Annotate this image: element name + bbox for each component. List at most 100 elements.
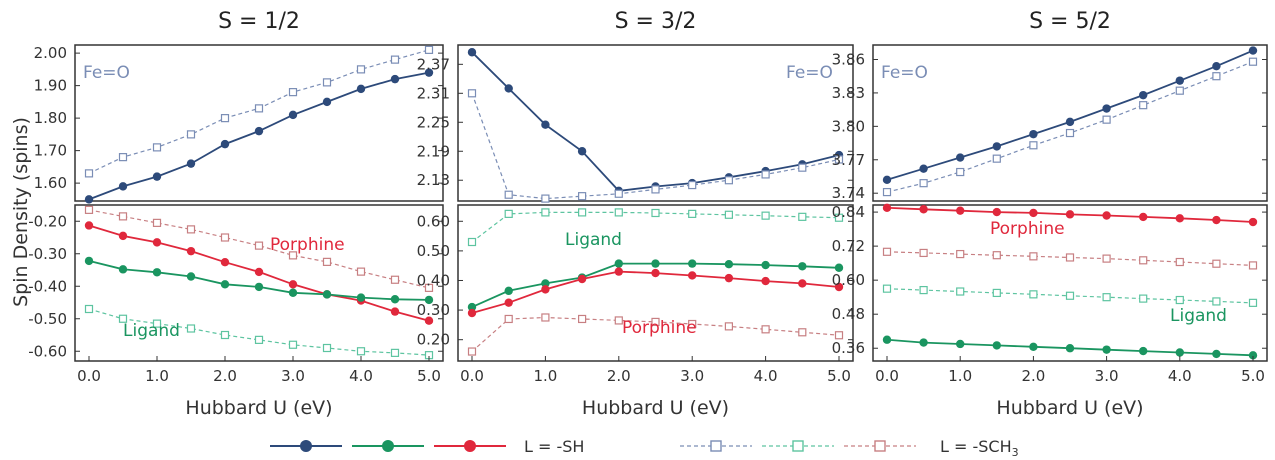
data-point: [1248, 351, 1258, 360]
data-point: [1065, 128, 1075, 138]
data-point: [724, 260, 734, 269]
data-point: [1102, 293, 1111, 302]
data-point: [541, 120, 550, 129]
y-tick-label: 3.86: [832, 50, 865, 68]
data-point: [288, 288, 298, 297]
data-point: [798, 163, 807, 172]
data-point: [322, 257, 332, 266]
bottom-plot-frame: [74, 204, 444, 362]
data-point: [424, 295, 434, 305]
data-point: [390, 55, 400, 64]
data-point: [614, 267, 623, 276]
data-point: [152, 218, 162, 227]
data-point: [254, 104, 264, 113]
data-point: [688, 319, 697, 329]
data-point: [834, 213, 844, 222]
series-line-feo-sh: [88, 71, 430, 201]
data-point: [1139, 212, 1148, 222]
data-point: [288, 340, 298, 349]
data-point: [541, 208, 550, 217]
data-point: [1029, 129, 1038, 139]
data-point: [1212, 297, 1221, 306]
data-point: [577, 314, 587, 324]
data-point: [467, 347, 477, 356]
data-point: [956, 206, 965, 215]
y-tick-label: 1.80: [34, 109, 67, 127]
data-point: [84, 169, 94, 178]
data-point: [1212, 61, 1221, 71]
data-point: [467, 308, 477, 318]
data-point: [1139, 346, 1148, 356]
data-point: [577, 274, 587, 284]
data-point: [1212, 259, 1221, 268]
data-point: [220, 330, 230, 340]
data-point: [577, 192, 587, 201]
data-point: [1139, 256, 1148, 265]
data-point: [322, 290, 332, 299]
series-line-porphine-sch3: [88, 209, 430, 289]
y-tick-label: 3.74: [832, 184, 865, 202]
data-point: [1102, 345, 1111, 354]
series-line-feo-sh: [886, 49, 1254, 181]
data-point: [84, 195, 94, 204]
data-point: [424, 68, 434, 77]
data-point: [467, 89, 477, 98]
data-point: [186, 272, 196, 281]
data-point: [1212, 215, 1221, 225]
data-point: [919, 285, 928, 295]
y-tick-label: 0.36: [832, 339, 865, 357]
x-tick-label: 0.0: [875, 367, 899, 385]
data-point: [118, 153, 128, 162]
data-point: [467, 237, 477, 247]
data-point: [152, 319, 162, 328]
series-line-feo-sh: [471, 51, 840, 192]
panel-2: S = 3/2 2.37 2.31 2.25 2.19 2.13 0.60 0.50 0.40 0…: [417, 9, 854, 419]
data-point: [1175, 257, 1184, 267]
annotation-ligand: Ligand: [565, 230, 622, 250]
data-point: [424, 316, 434, 325]
data-point: [220, 280, 230, 289]
data-point: [919, 164, 928, 173]
data-point: [1248, 298, 1258, 307]
data-point: [761, 260, 770, 270]
y-tick-label: 0.50: [417, 242, 450, 260]
legend-sh-label: L = -SH: [524, 437, 584, 456]
data-point: [1065, 291, 1075, 300]
annotation-feo: Fe=O: [881, 63, 928, 83]
series-line-ligand-sh: [88, 260, 430, 301]
data-point: [220, 139, 230, 149]
data-point: [322, 343, 332, 353]
top-plot-frame: [74, 44, 444, 202]
legend: L = -SH L = -SCH3: [270, 437, 1019, 459]
y-tick-label: 1.90: [34, 77, 67, 95]
data-point: [651, 268, 660, 278]
data-point: [152, 268, 162, 277]
data-point: [956, 153, 965, 162]
top-plot-frame: [872, 44, 1268, 202]
series-line-ligand-sch3: [471, 211, 840, 243]
data-point: [1065, 253, 1075, 262]
data-point: [882, 187, 892, 197]
data-point: [798, 262, 807, 271]
data-point: [761, 276, 770, 286]
annotation-porphine: Porphine: [622, 318, 697, 338]
data-point: [724, 322, 734, 331]
y-tick-label: 0.84: [832, 203, 865, 221]
data-point: [577, 147, 587, 156]
data-point: [1102, 211, 1111, 220]
y-tick-label: 2.37: [417, 55, 450, 73]
data-point: [504, 209, 513, 218]
data-point: [254, 241, 264, 250]
data-point: [504, 298, 513, 307]
panel-3: S = 5/2 3.86 3.83 3.80 3.77 3.740.84 0.72 0.60 0…: [832, 9, 1268, 419]
data-point: [152, 143, 162, 152]
legend-ligand-sch3-marker: [792, 440, 804, 452]
annotation-ligand: Ligand: [1170, 306, 1227, 326]
x-tick-label: 2.0: [607, 367, 631, 385]
y-tick-label: 2.13: [417, 171, 450, 189]
data-point: [919, 205, 928, 214]
y-tick-label: -0.20: [28, 212, 67, 230]
data-point: [322, 97, 332, 107]
data-point: [798, 212, 807, 221]
data-point: [1212, 72, 1221, 81]
